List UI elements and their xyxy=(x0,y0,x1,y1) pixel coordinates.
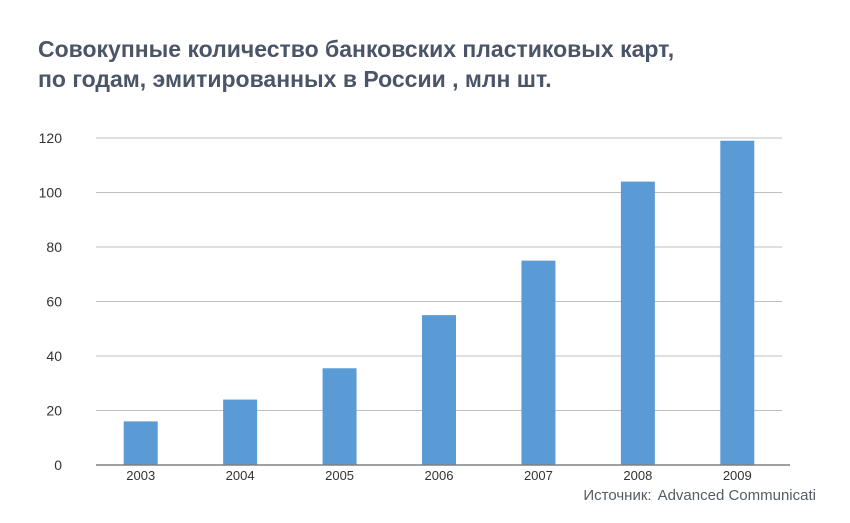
bar-2006 xyxy=(422,315,456,465)
y-tick-label: 80 xyxy=(46,239,62,255)
bar-2007 xyxy=(521,260,556,465)
source-text: Advanced Communicati xyxy=(657,487,816,504)
x-tick-label: 2004 xyxy=(226,468,255,483)
bar-2008 xyxy=(620,181,655,465)
bar-2005 xyxy=(322,368,357,465)
x-tick-label: 2007 xyxy=(524,468,553,483)
bar-2009 xyxy=(720,140,755,465)
chart-title-line-2: по годам, эмитированных в России , млн ш… xyxy=(38,66,552,92)
y-tick-label: 20 xyxy=(46,403,62,419)
y-tick-label: 120 xyxy=(39,130,63,146)
y-tick-label: 40 xyxy=(46,348,62,364)
x-tick-labels: 2003 2004 2005 2006 2007 2008 2009 xyxy=(126,468,751,483)
x-tick-label: 2006 xyxy=(425,468,454,483)
x-tick-label: 2008 xyxy=(623,468,652,483)
y-tick-label: 60 xyxy=(46,294,62,310)
bars xyxy=(123,140,755,465)
x-tick-label: 2003 xyxy=(126,468,155,483)
y-tick-label: 0 xyxy=(54,457,62,473)
bar-2004 xyxy=(223,399,258,465)
source-label: Источник: xyxy=(583,487,652,504)
source-note: Источник: Advanced Communicati xyxy=(583,487,816,504)
chart-title-line-1: Совокупные количество банковских пластик… xyxy=(38,36,675,62)
y-tick-label: 100 xyxy=(39,185,63,201)
x-tick-label: 2005 xyxy=(325,468,354,483)
chart-title: Совокупные количество банковских пластик… xyxy=(38,34,828,94)
bar-2003 xyxy=(123,421,158,465)
y-tick-labels: 0 20 40 60 80 100 120 xyxy=(39,130,63,473)
x-tick-label: 2009 xyxy=(723,468,752,483)
